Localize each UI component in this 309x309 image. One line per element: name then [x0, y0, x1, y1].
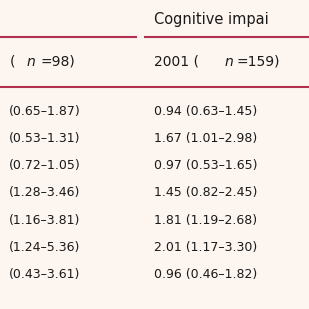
Text: 0.94 (0.63–1.45): 0.94 (0.63–1.45)	[154, 105, 258, 118]
Text: 0.97 (0.53–1.65): 0.97 (0.53–1.65)	[154, 159, 258, 172]
Text: 2001 (: 2001 (	[154, 55, 200, 69]
Text: n: n	[26, 55, 35, 69]
Text: (0.43–3.61): (0.43–3.61)	[9, 268, 81, 281]
Text: Cognitive impai: Cognitive impai	[154, 12, 269, 28]
Text: (0.72–1.05): (0.72–1.05)	[9, 159, 81, 172]
Text: (0.65–1.87): (0.65–1.87)	[9, 105, 81, 118]
Text: 1.81 (1.19–2.68): 1.81 (1.19–2.68)	[154, 214, 258, 226]
Text: 1.67 (1.01–2.98): 1.67 (1.01–2.98)	[154, 132, 258, 145]
Text: n: n	[224, 55, 233, 69]
Text: (0.53–1.31): (0.53–1.31)	[9, 132, 81, 145]
Text: 0.96 (0.46–1.82): 0.96 (0.46–1.82)	[154, 268, 258, 281]
Text: (: (	[9, 55, 15, 69]
Text: (1.24–5.36): (1.24–5.36)	[9, 241, 81, 254]
Text: 1.45 (0.82–2.45): 1.45 (0.82–2.45)	[154, 186, 258, 199]
Text: =159): =159)	[236, 55, 280, 69]
Text: (1.28–3.46): (1.28–3.46)	[9, 186, 81, 199]
Text: 2.01 (1.17–3.30): 2.01 (1.17–3.30)	[154, 241, 258, 254]
Text: (1.16–3.81): (1.16–3.81)	[9, 214, 81, 226]
Text: =98): =98)	[40, 55, 75, 69]
